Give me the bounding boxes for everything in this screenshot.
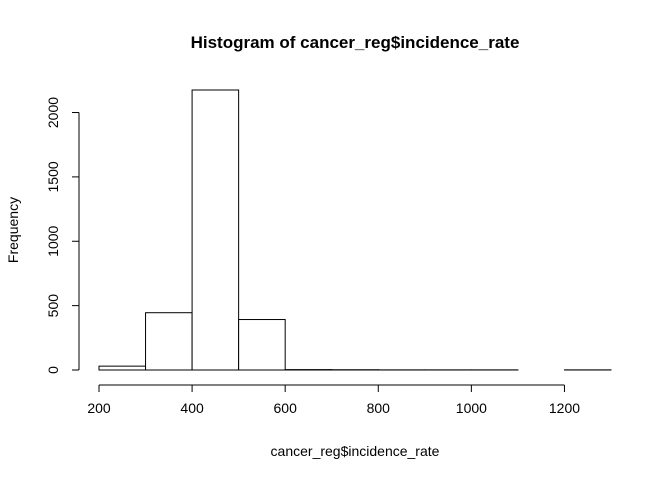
x-tick-label-3: 800 xyxy=(367,400,391,416)
y-axis: 0 500 1000 1500 2000 xyxy=(45,97,80,374)
histogram-bar-0 xyxy=(98,365,147,371)
histogram-bar-1 xyxy=(145,312,193,371)
chart-title: Histogram of cancer_reg$incidence_rate xyxy=(191,33,520,52)
y-tick-label-1: 500 xyxy=(45,294,61,318)
x-tick-label-2: 600 xyxy=(274,400,298,416)
histogram-bar-3 xyxy=(238,319,286,371)
x-tick-label-1: 400 xyxy=(180,400,204,416)
y-axis-label: Frequency xyxy=(5,197,21,263)
y-tick-label-4: 2000 xyxy=(45,97,61,128)
x-tick-label-4: 1000 xyxy=(456,400,487,416)
y-tick-label-3: 1500 xyxy=(45,161,61,192)
histogram-bar-2 xyxy=(191,89,240,371)
x-tick-label-5: 1200 xyxy=(549,400,580,416)
y-tick-label-2: 1000 xyxy=(45,225,61,256)
x-axis-label: cancer_reg$incidence_rate xyxy=(271,443,440,459)
y-tick-label-0: 0 xyxy=(45,366,61,374)
bars-group xyxy=(98,89,612,371)
x-axis: 200 400 600 800 1000 1200 xyxy=(87,384,580,416)
x-tick-label-0: 200 xyxy=(87,400,111,416)
